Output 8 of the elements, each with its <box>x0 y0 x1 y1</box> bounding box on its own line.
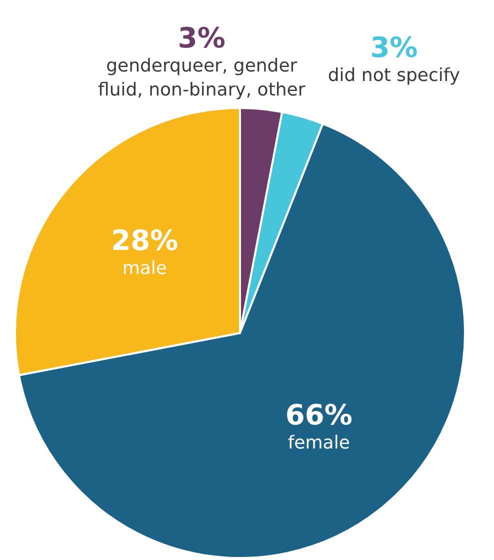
data-label: 66% <box>285 398 352 432</box>
data-label: 3% <box>370 31 418 64</box>
data-label: 28% <box>111 224 178 258</box>
slice-label: male <box>122 258 167 280</box>
slice-label: genderqueer, gender fluid, non-binary, other <box>98 55 306 100</box>
slice-label: did not specify <box>328 65 460 86</box>
slice-label: female <box>288 432 350 454</box>
data-label: 3% <box>178 21 226 54</box>
